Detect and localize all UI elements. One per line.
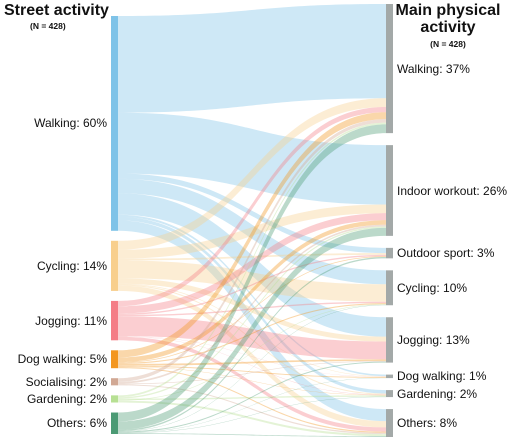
source-node-gardening <box>111 395 118 403</box>
flow-jogging-to-dogwalking <box>118 336 386 378</box>
flow-dogwalking-to-walking <box>118 112 386 358</box>
flow-cycling-to-indoor <box>118 204 386 259</box>
flow-others-to-outdoor <box>118 256 386 432</box>
source-node-socialising <box>111 378 118 386</box>
flow-cycling-to-others <box>118 285 386 428</box>
flow-others-to-walking <box>118 124 386 422</box>
target-label-outdoor: Outdoor sport: 3% <box>397 246 495 261</box>
target-label-gardening: Gardening: 2% <box>397 386 478 401</box>
right-sample-size: (N = 428) <box>430 39 466 49</box>
source-label-gardening: Gardening: 2% <box>26 391 107 406</box>
right-axis-title: Main physical activity <box>392 2 504 36</box>
flow-cycling-to-jogging <box>118 278 386 342</box>
flow-walking-to-gardening <box>118 216 386 394</box>
flow-dogwalking-to-outdoor <box>118 256 386 363</box>
flow-jogging-to-jogging <box>118 316 386 360</box>
target-node-cycling <box>386 270 393 306</box>
flow-cycling-to-dogwalking <box>118 283 386 377</box>
right-title-line1: Main physical <box>395 2 501 19</box>
flow-jogging-to-walking <box>118 106 386 307</box>
flow-others-to-cycling <box>118 304 386 432</box>
target-label-others: Others: 8% <box>397 416 458 431</box>
flow-dogwalking-to-indoor <box>118 220 386 363</box>
flow-gardening-to-indoor <box>118 226 386 399</box>
target-label-indoor: Indoor workout: 26% <box>397 183 508 198</box>
flow-dogwalking-to-dogwalking <box>118 365 386 378</box>
flow-jogging-to-indoor <box>118 213 386 314</box>
flow-socialising-to-walking <box>118 119 386 382</box>
source-label-dogwalking: Dog walking: 5% <box>17 352 107 367</box>
flow-walking-to-others <box>118 220 386 422</box>
flow-others-to-indoor <box>118 227 386 430</box>
source-label-cycling: Cycling: 14% <box>36 258 107 273</box>
flow-dogwalking-to-others <box>118 367 386 433</box>
flow-dogwalking-to-gardening <box>118 366 386 396</box>
flow-gardening-to-walking <box>118 122 386 398</box>
flow-jogging-to-gardening <box>118 336 386 395</box>
flow-jogging-to-outdoor <box>118 254 386 315</box>
target-label-cycling: Cycling: 10% <box>397 280 468 295</box>
flow-socialising-to-others <box>118 384 386 435</box>
flow-walking-to-cycling <box>118 178 386 285</box>
target-label-walking: Walking: 37% <box>397 61 470 76</box>
flow-others-to-dogwalking <box>118 377 386 433</box>
flow-walking-to-outdoor <box>118 173 386 254</box>
source-label-walking: Walking: 60% <box>34 116 107 131</box>
target-label-jogging: Jogging: 13% <box>397 332 470 347</box>
source-node-others <box>111 412 118 434</box>
source-node-walking <box>111 16 118 231</box>
flow-gardening-to-gardening <box>118 395 386 401</box>
flow-socialising-to-indoor <box>118 224 386 384</box>
source-node-cycling <box>111 240 118 291</box>
flow-walking-to-jogging <box>118 193 386 337</box>
source-label-others: Others: 6% <box>46 416 107 431</box>
target-node-walking <box>386 4 393 134</box>
flow-cycling-to-walking <box>118 98 386 250</box>
target-node-jogging <box>386 317 393 363</box>
source-label-jogging: Jogging: 11% <box>35 313 107 328</box>
flow-others-to-jogging <box>118 361 386 433</box>
flow-gardening-to-cycling <box>118 304 386 401</box>
flows-layer <box>118 4 386 437</box>
target-node-gardening <box>386 390 393 398</box>
right-title-line2: activity <box>420 19 476 36</box>
flow-jogging-to-cycling <box>118 301 386 317</box>
flow-cycling-to-gardening <box>118 284 386 395</box>
flow-others-to-others <box>118 433 386 437</box>
target-node-others <box>386 409 393 437</box>
flow-cycling-to-outdoor <box>118 253 386 261</box>
target-node-outdoor <box>386 247 393 259</box>
target-label-dogwalking: Dog walking: 1% <box>397 369 487 384</box>
source-node-jogging <box>111 300 118 341</box>
flow-jogging-to-others <box>118 336 386 432</box>
source-node-dogwalking <box>111 350 118 369</box>
flow-others-to-gardening <box>118 396 386 434</box>
flow-walking-to-indoor <box>118 112 386 205</box>
nodes-layer <box>111 4 393 437</box>
flow-walking-to-dogwalking <box>118 214 386 377</box>
left-axis-title: Street activity <box>4 2 109 19</box>
flow-walking-to-walking <box>118 4 386 113</box>
flow-cycling-to-cycling <box>118 260 386 302</box>
flow-dogwalking-to-cycling <box>118 303 386 364</box>
flow-socialising-to-jogging <box>118 360 386 385</box>
flow-gardening-to-others <box>118 400 386 437</box>
flow-dogwalking-to-jogging <box>118 359 386 366</box>
left-sample-size: (N = 428) <box>30 21 66 31</box>
target-node-dogwalking <box>386 374 393 379</box>
source-label-socialising: Socialising: 2% <box>25 374 107 389</box>
target-node-indoor <box>386 145 393 236</box>
